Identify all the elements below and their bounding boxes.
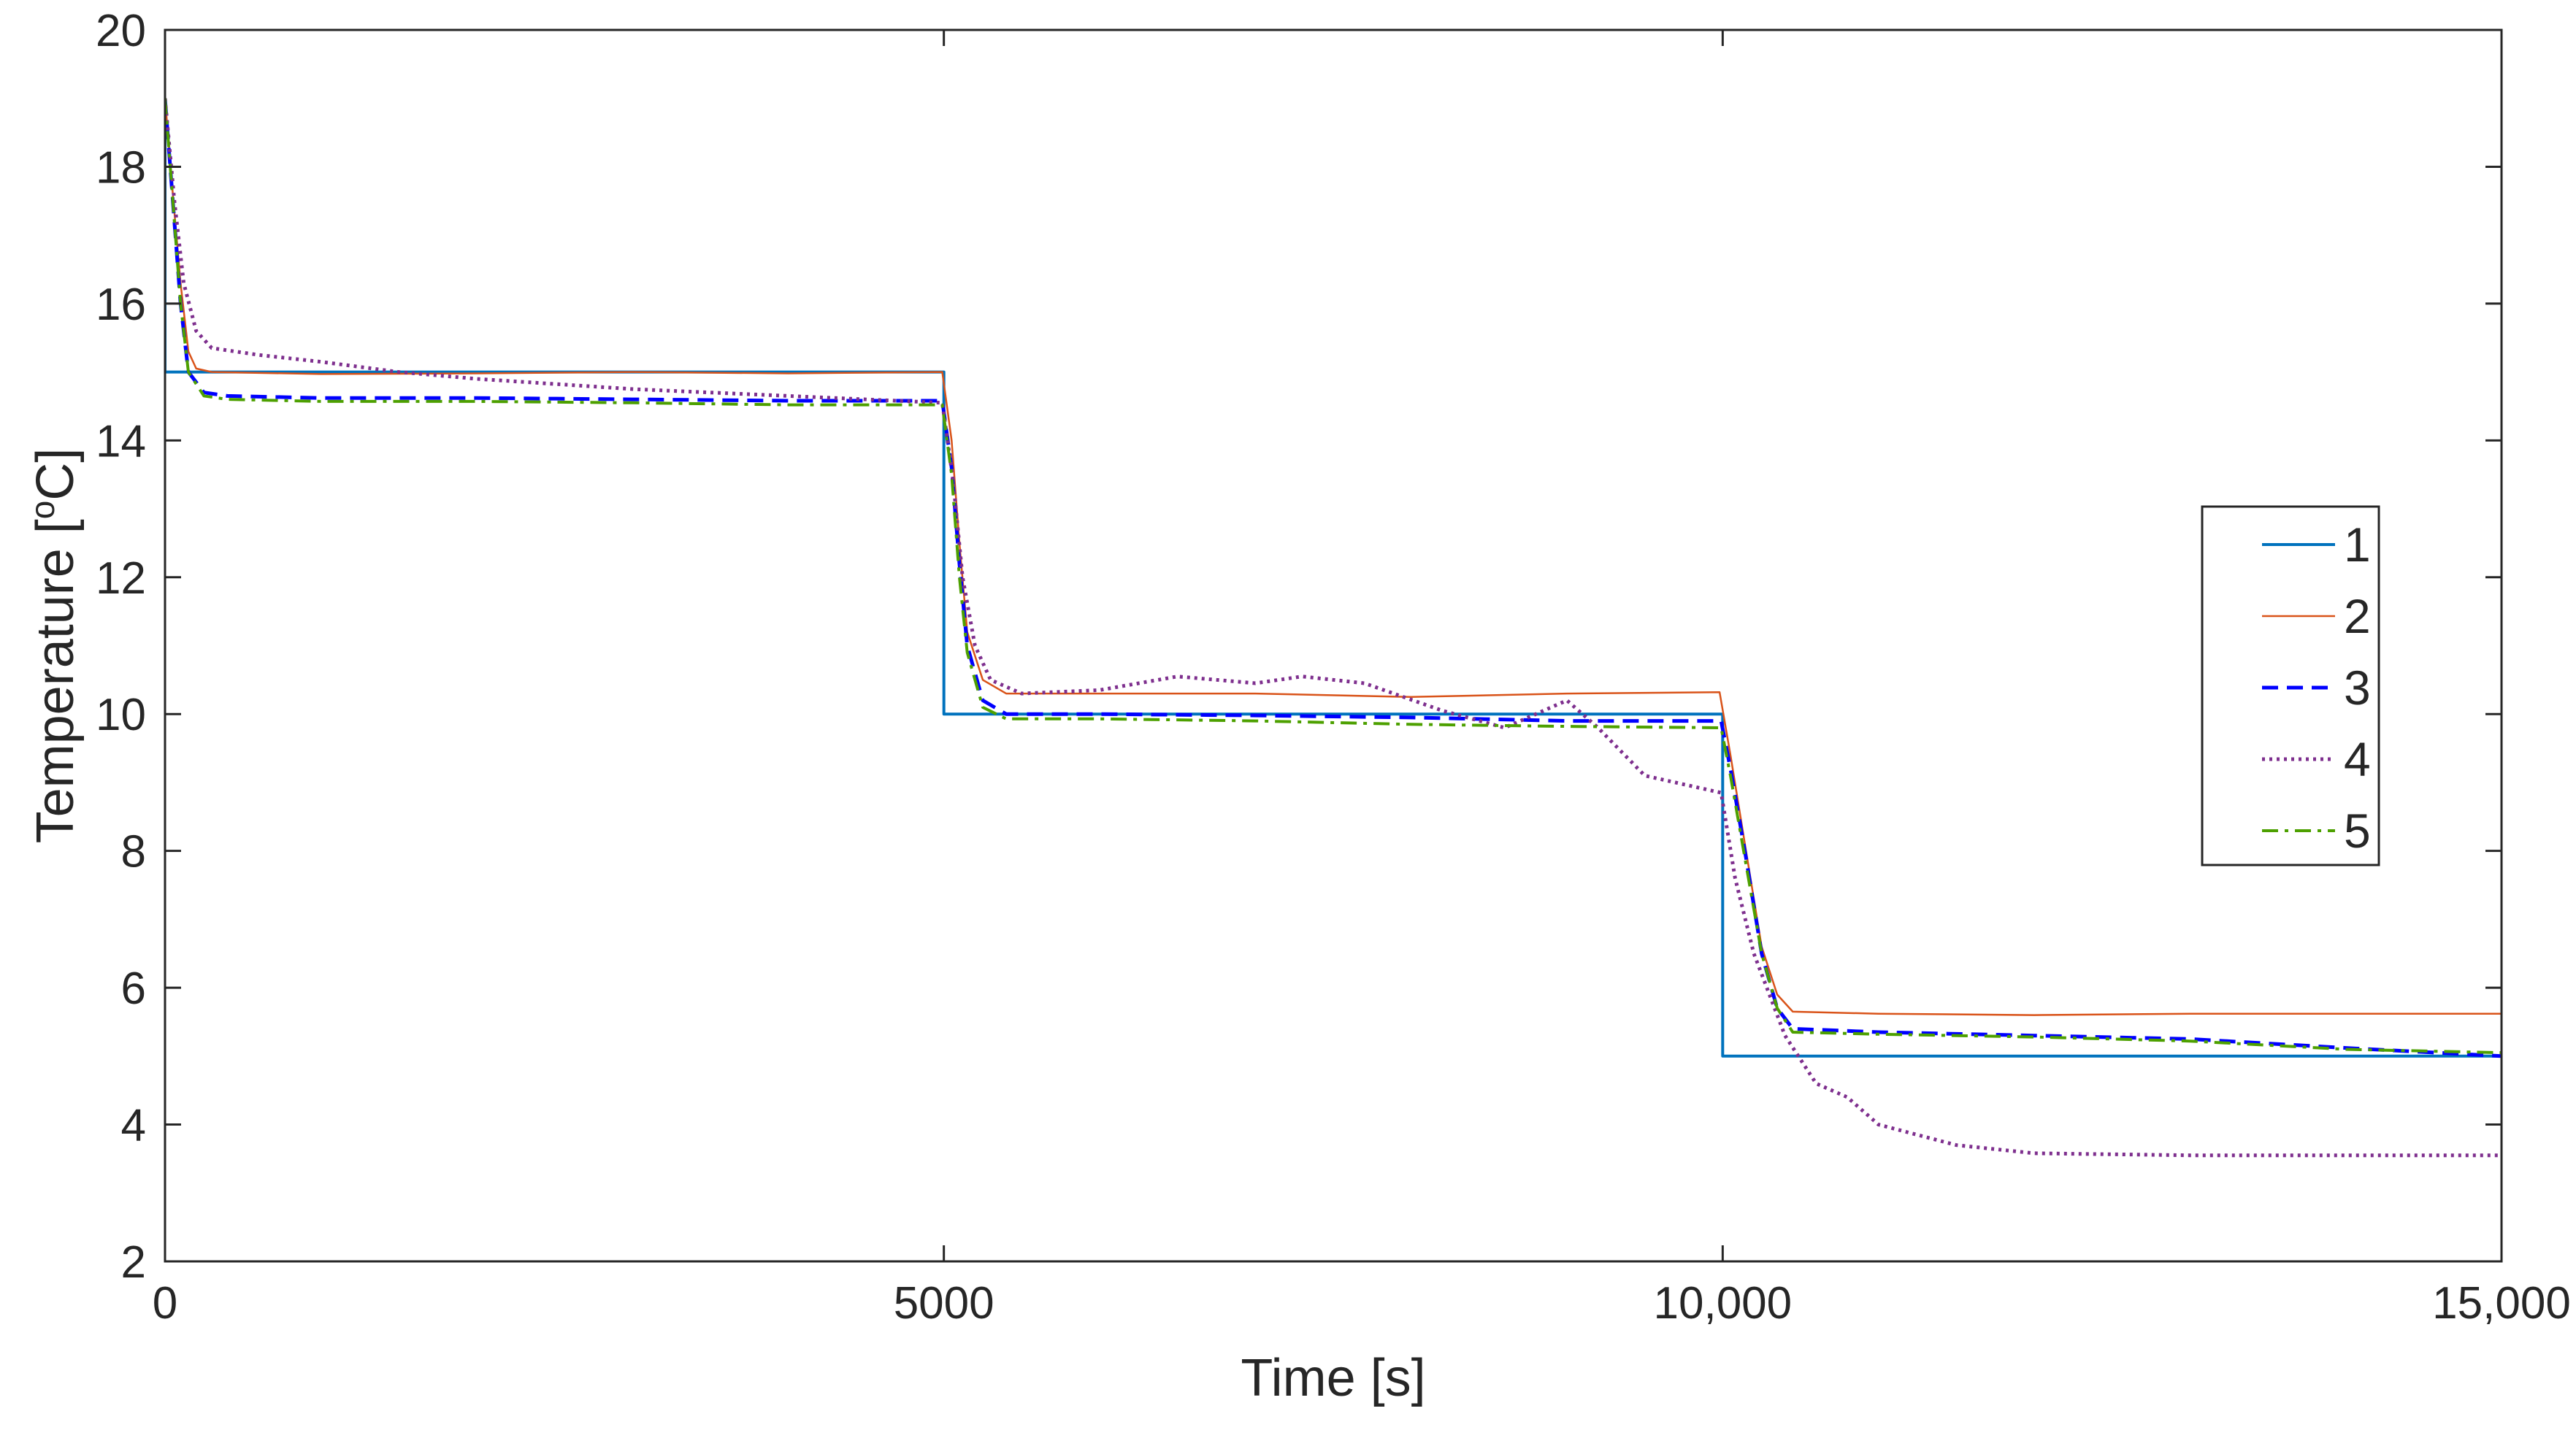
legend-label-3: 3: [2344, 661, 2371, 715]
y-tick-label: 2: [121, 1237, 146, 1288]
y-tick-label: 18: [96, 142, 146, 193]
legend: 1 2 3 4 5: [2201, 505, 2380, 866]
series-line-3: [165, 98, 2502, 1058]
x-tick-label: 5000: [894, 1278, 994, 1329]
y-axis-label-superscript: o: [23, 501, 61, 520]
legend-label-5: 5: [2344, 804, 2371, 858]
y-tick-label: 16: [96, 280, 146, 330]
axes-layer: [164, 28, 2503, 1263]
y-tick-label: 8: [121, 827, 146, 877]
legend-label-1: 1: [2344, 518, 2371, 572]
plot-frame: [164, 28, 2503, 1263]
y-tick-label: 14: [96, 416, 146, 466]
y-tick-label: 12: [96, 553, 146, 604]
series-line-1: [165, 98, 2502, 1058]
x-axis-label: Time [s]: [1241, 1349, 1425, 1407]
series-line-5: [165, 98, 2502, 1055]
legend-label-2: 2: [2344, 589, 2371, 643]
y-axis-label-prefix: Temperature [: [26, 519, 85, 843]
y-tick-label: 6: [121, 964, 146, 1014]
x-tick-label: 15,000: [2432, 1278, 2571, 1329]
series-line-4: [165, 98, 2502, 1158]
y-tick-label: 4: [121, 1101, 146, 1151]
series-line-2: [165, 98, 2502, 1016]
x-tick-label: 0: [153, 1278, 177, 1329]
y-axis-label-suffix: C]: [26, 448, 85, 501]
legend-label-4: 4: [2344, 732, 2371, 786]
y-tick-label: 20: [96, 6, 146, 56]
y-axis-label: Temperature [oC]: [23, 448, 85, 844]
series-layer: [165, 98, 2502, 1158]
y-tick-label: 10: [96, 690, 146, 740]
x-tick-label: 10,000: [1654, 1278, 1793, 1329]
